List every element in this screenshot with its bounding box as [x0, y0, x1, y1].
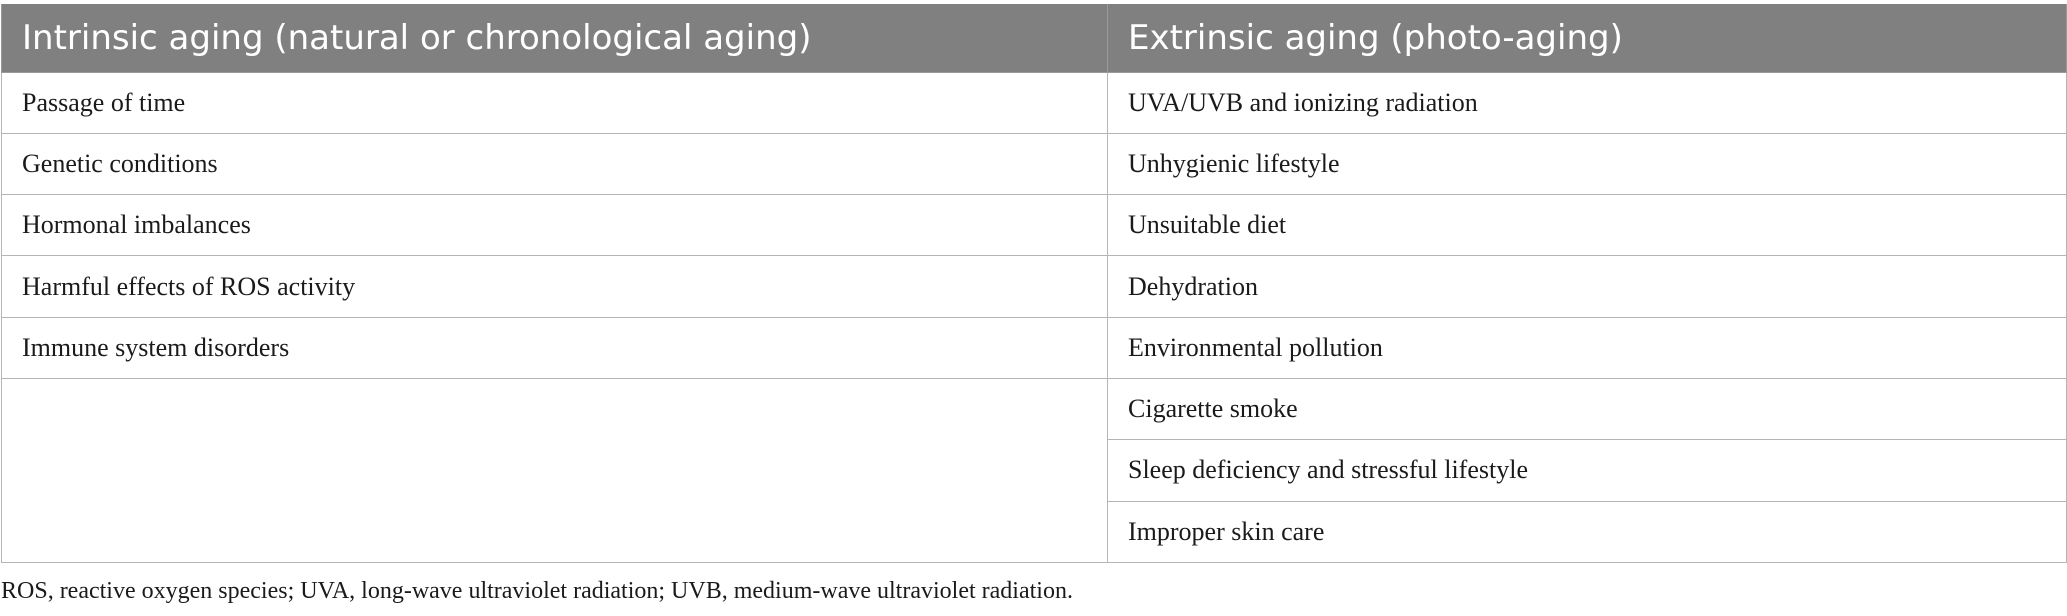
table-row: Genetic conditions Unhygienic lifestyle: [1, 132, 2067, 196]
table-row: Immune system disorders Environmental po…: [1, 316, 2067, 379]
aging-factors-table-container: Intrinsic aging (natural or chronologica…: [1, 4, 2067, 563]
intrinsic-cell: Hormonal imbalances: [1, 194, 1108, 257]
intrinsic-cell: Immune system disorders: [1, 316, 1108, 379]
table-row: Sleep deficiency and stressful lifestyle: [2, 439, 2067, 502]
intrinsic-cell: Harmful effects of ROS activity: [1, 255, 1108, 318]
table-row: Hormonal imbalances Unsuitable diet: [1, 194, 2067, 257]
table-footnote: ROS, reactive oxygen species; UVA, long-…: [1, 578, 1073, 604]
extrinsic-cell: Sleep deficiency and stressful lifestyle: [1107, 439, 2067, 502]
table-row: Cigarette smoke: [1, 377, 2067, 563]
table-header-row: Intrinsic aging (natural or chronologica…: [1, 4, 2067, 73]
extrinsic-cell: Cigarette smoke: [1107, 377, 2067, 441]
extrinsic-cell: Dehydration: [1107, 255, 2067, 318]
extrinsic-cell: Unhygienic lifestyle: [1107, 132, 2067, 196]
intrinsic-cell: Genetic conditions: [1, 132, 1108, 196]
extrinsic-cell: Unsuitable diet: [1107, 194, 2067, 257]
table-row: Passage of time UVA/UVB and ionizing rad…: [1, 71, 2067, 134]
extrinsic-cell: Environmental pollution: [1107, 316, 2067, 379]
extrinsic-cell: Improper skin care: [1107, 500, 2067, 563]
aging-factors-table: Intrinsic aging (natural or chronologica…: [1, 4, 2067, 563]
intrinsic-empty-cell: [1, 377, 1108, 563]
extrinsic-cell: UVA/UVB and ionizing radiation: [1107, 71, 2067, 134]
header-extrinsic-aging: Extrinsic aging (photo-aging): [1107, 4, 2067, 73]
table-row: Harmful effects of ROS activity Dehydrat…: [1, 255, 2067, 318]
header-intrinsic-aging: Intrinsic aging (natural or chronologica…: [1, 4, 1108, 73]
table-row: Improper skin care: [2, 500, 2067, 563]
intrinsic-cell: Passage of time: [1, 71, 1108, 134]
